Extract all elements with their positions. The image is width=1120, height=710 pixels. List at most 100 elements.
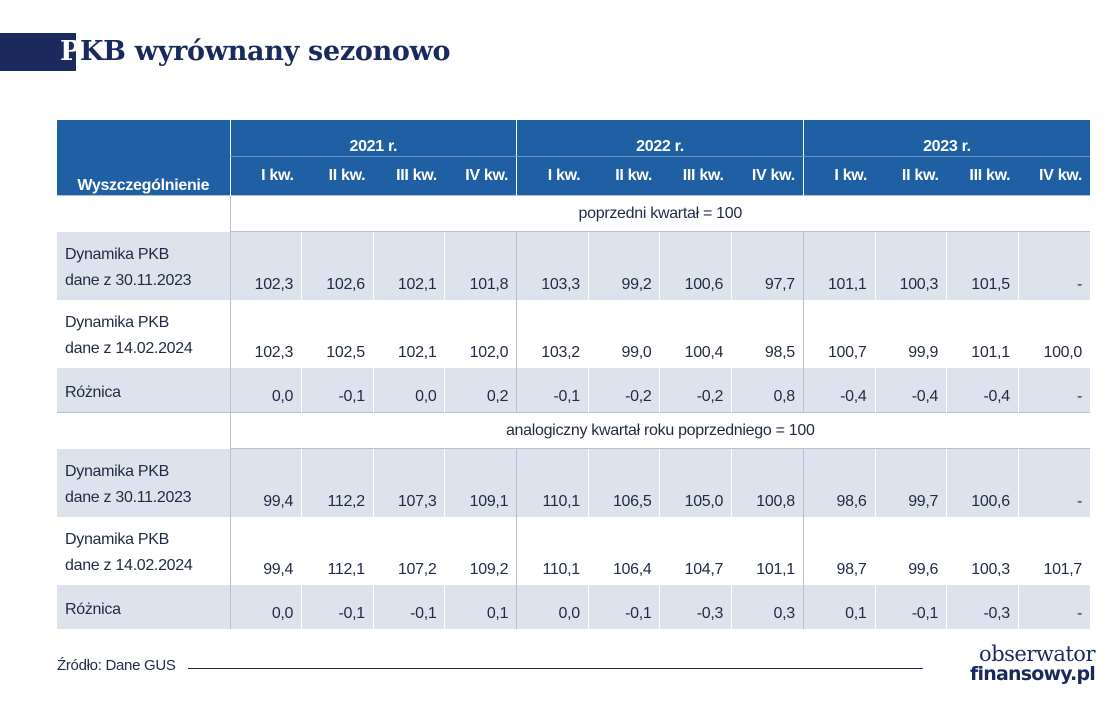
- value-cell: -0,2: [659, 368, 732, 413]
- value-cell: 99,0: [587, 300, 660, 368]
- value-cell: 102,3: [229, 300, 302, 368]
- value-cell: 101,7: [1017, 517, 1091, 585]
- section-blank-cell: [57, 195, 230, 232]
- value-cell: -0,3: [946, 585, 1019, 629]
- row-label: Dynamika PKB dane z 14.02.2024: [57, 300, 230, 368]
- value-cell: 0,3: [731, 585, 804, 629]
- section-label: poprzedni kwartał = 100: [229, 195, 1091, 232]
- row-label: Różnica: [57, 585, 230, 629]
- year-header: 2021 r.: [229, 120, 517, 157]
- title-accent-bar: [0, 33, 76, 71]
- quarter-header: II kw.: [301, 156, 374, 196]
- value-cell: 105,0: [659, 448, 732, 517]
- value-cell: 98,6: [802, 448, 875, 517]
- value-cell: 107,2: [372, 517, 445, 585]
- value-cell: 101,1: [731, 517, 804, 585]
- value-cell: 0,0: [229, 585, 302, 629]
- section-blank-cell: [57, 412, 230, 449]
- title-rest: KB wyrównany sezonowo: [80, 36, 451, 67]
- value-cell: 112,2: [301, 448, 374, 517]
- value-cell: 110,1: [516, 448, 589, 517]
- value-cell: 103,2: [516, 300, 589, 368]
- header-label: Wyszczególnienie: [57, 120, 230, 196]
- value-cell: 98,7: [802, 517, 875, 585]
- value-cell: 109,2: [444, 517, 517, 585]
- value-cell: -0,4: [946, 368, 1019, 413]
- value-cell: 106,4: [587, 517, 660, 585]
- value-cell: 107,3: [372, 448, 445, 517]
- quarter-header: I kw.: [229, 156, 302, 196]
- row-label-line2: dane z 30.11.2023: [65, 272, 192, 289]
- value-cell: 104,7: [659, 517, 732, 585]
- value-cell: 100,3: [946, 517, 1019, 585]
- value-cell: 106,5: [587, 448, 660, 517]
- quarter-header: IV kw.: [731, 156, 804, 196]
- value-cell: -: [1017, 585, 1091, 629]
- quarter-header: II kw.: [588, 156, 660, 196]
- value-cell: 112,1: [301, 517, 374, 585]
- table-row: Dynamika PKB dane z 30.11.2023 102,3 102,6 1…: [57, 231, 1091, 300]
- quarter-header: I kw.: [516, 156, 589, 196]
- value-cell: -0,1: [516, 368, 589, 413]
- value-cell: 102,0: [444, 300, 517, 368]
- brand-logo: obserwator finansowy.pl: [950, 642, 1096, 685]
- footer-divider: [188, 668, 923, 669]
- quarter-header: II kw.: [875, 156, 947, 196]
- value-cell: 100,4: [659, 300, 732, 368]
- value-cell: 102,1: [372, 231, 445, 300]
- row-label: Różnica: [57, 368, 230, 413]
- value-cell: 0,8: [731, 368, 804, 413]
- value-cell: 101,1: [946, 300, 1019, 368]
- value-cell: 99,2: [587, 231, 660, 300]
- row-label-line1: Różnica: [65, 601, 121, 618]
- title-first-letter: P: [60, 36, 81, 67]
- quarter-header: III kw.: [946, 156, 1019, 196]
- section-label: analogiczny kwartał roku poprzedniego = …: [229, 412, 1091, 449]
- row-label-line2: dane z 30.11.2023: [65, 489, 192, 506]
- value-cell: 99,9: [874, 300, 947, 368]
- row-label-line1: Dynamika PKB: [65, 463, 169, 480]
- quarter-header: IV kw.: [1018, 156, 1091, 196]
- value-cell: 102,5: [301, 300, 374, 368]
- value-cell: 109,1: [444, 448, 517, 517]
- value-cell: 100,8: [731, 448, 804, 517]
- value-cell: 0,2: [444, 368, 517, 413]
- section-row: poprzedni kwartał = 100: [57, 195, 1091, 232]
- value-cell: 99,7: [874, 448, 947, 517]
- year-header: 2022 r.: [516, 120, 804, 157]
- value-cell: 110,1: [516, 517, 589, 585]
- value-cell: -: [1017, 368, 1091, 413]
- value-cell: -0,1: [587, 585, 660, 629]
- value-cell: -0,1: [301, 368, 374, 413]
- table-row: Dynamika PKB dane z 14.02.2024 99,4 112,1 10…: [57, 517, 1091, 585]
- table-row: Różnica 0,0 -0,1 0,0 0,2 -0,1 -0,2 -0,2 0,8 -0,4-…: [57, 368, 1091, 413]
- value-cell: 0,0: [372, 368, 445, 413]
- value-cell: 99,4: [229, 517, 302, 585]
- quarter-header: I kw.: [802, 156, 875, 196]
- row-label-line1: Różnica: [65, 384, 121, 401]
- value-cell: -0,3: [659, 585, 732, 629]
- logo-line2: finansowy.pl: [970, 663, 1096, 685]
- value-cell: 102,6: [301, 231, 374, 300]
- row-label: Dynamika PKB dane z 30.11.2023: [57, 231, 230, 300]
- value-cell: 101,5: [946, 231, 1019, 300]
- value-cell: -: [1017, 231, 1091, 300]
- section-row: analogiczny kwartał roku poprzedniego = …: [57, 412, 1091, 449]
- logo-line1: obserwator: [979, 642, 1095, 666]
- row-label: Dynamika PKB dane z 14.02.2024: [57, 517, 230, 585]
- year-header: 2023 r.: [802, 120, 1091, 157]
- row-label-line2: dane z 14.02.2024: [65, 557, 193, 574]
- value-cell: -0,2: [587, 368, 660, 413]
- row-label-line1: Dynamika PKB: [65, 314, 169, 331]
- table-row: Dynamika PKB dane z 14.02.2024 102,3 102,5 1…: [57, 300, 1091, 368]
- value-cell: 102,1: [372, 300, 445, 368]
- value-cell: 0,1: [444, 585, 517, 629]
- row-label-line1: Dynamika PKB: [65, 531, 169, 548]
- value-cell: 100,0: [1017, 300, 1091, 368]
- value-cell: 100,6: [946, 448, 1019, 517]
- value-cell: 97,7: [731, 231, 804, 300]
- value-cell: 0,0: [516, 585, 589, 629]
- page-title: PKB wyrównany sezonowo: [60, 33, 451, 71]
- value-cell: -0,1: [874, 585, 947, 629]
- value-cell: 100,7: [802, 300, 875, 368]
